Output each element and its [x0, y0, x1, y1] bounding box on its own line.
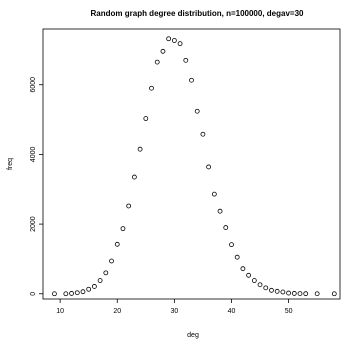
data-point: [120, 226, 126, 232]
data-point: [131, 174, 137, 180]
x-tick-label: 40: [228, 308, 236, 315]
x-axis-label: deg: [187, 332, 199, 339]
y-axis: 0 2000 4000 6000: [30, 77, 43, 296]
data-point: [166, 36, 172, 42]
x-tick-label: 30: [170, 308, 178, 315]
x-tick-label: 50: [285, 308, 293, 315]
data-point: [297, 291, 303, 297]
data-point: [74, 290, 80, 296]
data-point: [194, 108, 200, 114]
data-point: [257, 282, 263, 288]
data-point: [69, 291, 74, 296]
data-point: [92, 284, 97, 289]
data-point: [143, 116, 149, 121]
data-point: [86, 286, 92, 292]
data-point: [240, 266, 246, 272]
data-point: [286, 290, 291, 296]
data-point: [137, 146, 143, 152]
data-point: [217, 208, 223, 214]
plot-frame: [42, 28, 341, 300]
data-point: [183, 57, 189, 63]
data-point: [303, 291, 309, 297]
data-points: [52, 36, 337, 297]
data-point: [269, 287, 274, 293]
data-point: [246, 272, 252, 278]
data-point: [314, 291, 320, 297]
data-point: [291, 291, 297, 296]
data-point: [263, 285, 269, 291]
data-point: [97, 278, 103, 283]
data-point: [189, 77, 194, 83]
data-point: [52, 291, 57, 297]
data-point: [200, 131, 206, 137]
y-tick-label: 0: [30, 292, 37, 296]
data-point: [331, 291, 337, 297]
data-point: [177, 41, 183, 47]
data-point: [274, 288, 280, 294]
data-point: [80, 289, 86, 295]
data-point: [103, 270, 109, 276]
data-point: [229, 242, 234, 248]
data-point: [114, 241, 120, 247]
data-point: [171, 38, 177, 43]
data-point: [109, 258, 114, 264]
data-point: [160, 48, 166, 54]
data-point: [126, 203, 132, 209]
x-tick-label: 20: [113, 308, 121, 315]
data-point: [234, 254, 240, 260]
data-point: [63, 291, 69, 297]
x-axis: 10 20 30 40 50: [56, 299, 293, 315]
data-point: [206, 164, 212, 170]
data-point: [280, 289, 286, 295]
y-axis-label: freq: [7, 158, 14, 170]
data-point: [251, 278, 257, 283]
data-point: [149, 85, 154, 91]
y-tick-label: 4000: [30, 147, 37, 163]
y-tick-label: 2000: [30, 216, 37, 232]
x-tick-label: 10: [56, 308, 64, 315]
data-point: [223, 225, 229, 230]
y-tick-label: 6000: [30, 77, 37, 93]
data-point: [154, 59, 160, 65]
data-point: [211, 191, 217, 197]
chart-title: Random graph degree distribution, n=1000…: [91, 9, 305, 18]
